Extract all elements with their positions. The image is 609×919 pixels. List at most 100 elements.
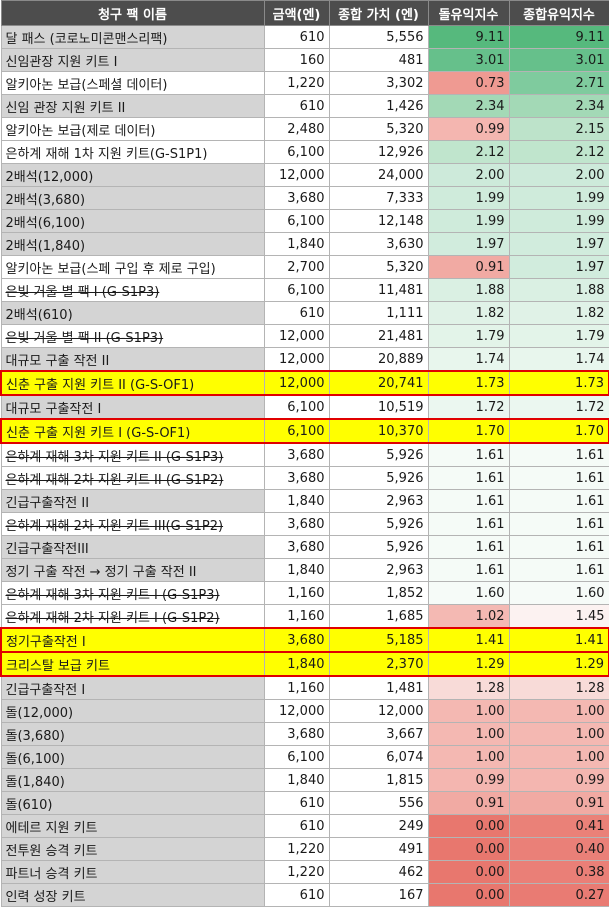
- total-index-cell: 2.00: [508, 163, 609, 187]
- pack-name: 긴급구출작전III: [5, 541, 89, 557]
- pack-name-cell: 신임관장 지원 키트 Ⅰ: [0, 48, 265, 72]
- pack-name: 은하계 재해 2차 지원 키트 Ⅰ (G-S1P2): [5, 610, 220, 626]
- pack-name: 돌(610): [5, 797, 53, 813]
- total-value-cell: 1,426: [328, 94, 429, 118]
- total-value-cell: 1,815: [328, 768, 429, 792]
- pack-name-cell: 인력 성장 키트: [0, 883, 265, 907]
- pack-name-cell: 긴급구출작전 I: [0, 675, 265, 700]
- pack-name: 은하계 재해 2차 지원 키트 III(G-S1P2): [5, 518, 224, 534]
- stone-index-cell: 0.00: [427, 860, 510, 884]
- stone-index-cell: 1.29: [427, 651, 510, 677]
- total-value-cell: 10,370: [328, 418, 429, 444]
- table-row: 크리스탈 보급 키트 1,840 2,370 1.29 1.29: [0, 651, 609, 677]
- pack-name-cell: 돌(3,680): [0, 722, 265, 746]
- pack-name-cell: 알키아논 보급(제로 데이터): [0, 117, 265, 141]
- total-index-cell: 0.40: [508, 837, 609, 861]
- total-index-cell: 1.00: [508, 745, 609, 769]
- total-value-cell: 5,926: [328, 442, 429, 467]
- pack-name-cell: 은하계 재해 1차 지원 키트(G-S1P1): [0, 140, 265, 164]
- pack-name: 파트너 승격 키트: [5, 866, 98, 882]
- total-index-cell: 3.01: [508, 48, 609, 72]
- table-row: 신춘 구출 지원 키트 Ⅰ (G-S-OF1) 6,100 10,370 1.7…: [0, 418, 609, 444]
- price-cell: 6,100: [263, 278, 330, 302]
- total-value-cell: 491: [328, 837, 429, 861]
- pack-name: 은하계 재해 3차 지원 키트 Ⅰ (G-S1P3): [5, 587, 220, 603]
- table-row: 파트너 승격 키트 1,220 462 0.00 0.38: [0, 860, 609, 884]
- total-index-cell: 1.61: [508, 489, 609, 513]
- pack-name: 달 패스 (코로노미콘맨스리팩): [5, 31, 168, 47]
- stone-index-cell: 1.00: [427, 699, 510, 723]
- pack-name: 돌(6,100): [5, 751, 65, 767]
- total-value-cell: 2,963: [328, 558, 429, 582]
- stone-index-cell: 0.99: [427, 768, 510, 792]
- price-cell: 12,000: [263, 370, 330, 396]
- pack-name: 은하계 재해 3차 지원 키트 II (G-S1P3): [5, 449, 224, 465]
- total-index-cell: 1.29: [508, 651, 609, 677]
- total-value-cell: 1,852: [328, 581, 429, 605]
- total-index-cell: 1.79: [508, 324, 609, 348]
- total-index-cell: 1.00: [508, 722, 609, 746]
- total-index-cell: 0.38: [508, 860, 609, 884]
- total-value-cell: 6,074: [328, 745, 429, 769]
- pack-name-cell: 돌(1,840): [0, 768, 265, 792]
- stone-index-cell: 1.82: [427, 301, 510, 325]
- stone-index-cell: 1.00: [427, 745, 510, 769]
- total-index-cell: 1.88: [508, 278, 609, 302]
- total-index-cell: 1.60: [508, 581, 609, 605]
- table-row: 신춘 구출 지원 키트 II (G-S-OF1) 12,000 20,741 1…: [0, 370, 609, 396]
- pack-name-cell: 정기구출작전 I: [0, 627, 265, 653]
- stone-index-cell: 1.00: [427, 722, 510, 746]
- table-row: 긴급구출작전III 3,680 5,926 1.61 1.61: [0, 535, 609, 559]
- stone-index-cell: 1.97: [427, 232, 510, 256]
- pack-name-cell: 파트너 승격 키트: [0, 860, 265, 884]
- price-cell: 610: [263, 94, 330, 118]
- price-cell: 1,840: [263, 651, 330, 677]
- pack-name-cell: 신춘 구출 지원 키트 Ⅰ (G-S-OF1): [0, 418, 265, 444]
- table-row: 돌(6,100) 6,100 6,074 1.00 1.00: [0, 745, 609, 769]
- pack-name-cell: 2배석(6,100): [0, 209, 265, 233]
- pack-name: 돌(3,680): [5, 728, 65, 744]
- pack-name: 2배석(1,840): [5, 238, 86, 254]
- price-cell: 6,100: [263, 140, 330, 164]
- total-index-cell: 0.27: [508, 883, 609, 907]
- price-cell: 610: [263, 791, 330, 815]
- header-pack-name: 청구 팩 이름: [0, 0, 265, 26]
- pack-name-cell: 신춘 구출 지원 키트 II (G-S-OF1): [0, 370, 265, 396]
- stone-index-cell: 1.61: [427, 535, 510, 559]
- price-cell: 1,160: [263, 581, 330, 605]
- price-cell: 12,000: [263, 347, 330, 372]
- stone-index-cell: 2.34: [427, 94, 510, 118]
- pack-name: 은빛 거울 별 팩 II (G-S1P3): [5, 330, 164, 346]
- stone-index-cell: 0.73: [427, 71, 510, 95]
- total-index-cell: 1.41: [508, 627, 609, 653]
- stone-index-cell: 3.01: [427, 48, 510, 72]
- stone-index-cell: 1.72: [427, 394, 510, 420]
- total-index-cell: 1.70: [508, 418, 609, 444]
- table-row: 인력 성장 키트 610 167 0.00 0.27: [0, 883, 609, 907]
- pack-name-cell: 은빛 거울 별 팩 Ⅰ (G-S1P3): [0, 278, 265, 302]
- price-cell: 3,680: [263, 512, 330, 536]
- price-cell: 610: [263, 814, 330, 838]
- price-cell: 1,220: [263, 71, 330, 95]
- table-row: 은하계 재해 2차 지원 키트 Ⅰ (G-S1P2) 1,160 1,685 1…: [0, 604, 609, 629]
- pack-name-cell: 돌(6,100): [0, 745, 265, 769]
- table-body: 달 패스 (코로노미콘맨스리팩) 610 5,556 9.11 9.11 신임관…: [0, 25, 609, 907]
- table-row: 돌(3,680) 3,680 3,667 1.00 1.00: [0, 722, 609, 746]
- pack-name: 돌(1,840): [5, 774, 65, 790]
- table-row: 긴급구출작전 II 1,840 2,963 1.61 1.61: [0, 489, 609, 513]
- total-value-cell: 1,685: [328, 604, 429, 629]
- total-index-cell: 1.99: [508, 186, 609, 210]
- total-value-cell: 5,926: [328, 466, 429, 490]
- pack-name: 알키아논 보급(스페 구입 후 제로 구입): [5, 261, 216, 277]
- total-index-cell: 1.61: [508, 558, 609, 582]
- pack-name-cell: 알키아논 보급(스페 구입 후 제로 구입): [0, 255, 265, 279]
- price-cell: 12,000: [263, 324, 330, 348]
- table-row: 2배석(1,840) 1,840 3,630 1.97 1.97: [0, 232, 609, 256]
- table-row: 전투원 승격 키트 1,220 491 0.00 0.40: [0, 837, 609, 861]
- total-index-cell: 1.61: [508, 442, 609, 467]
- pack-name: 신춘 구출 지원 키트 Ⅰ (G-S-OF1): [6, 425, 191, 441]
- pack-name: 긴급구출작전 II: [5, 495, 90, 511]
- pack-name: 2배석(610): [5, 307, 73, 323]
- price-cell: 3,680: [263, 442, 330, 467]
- total-value-cell: 5,185: [328, 627, 429, 653]
